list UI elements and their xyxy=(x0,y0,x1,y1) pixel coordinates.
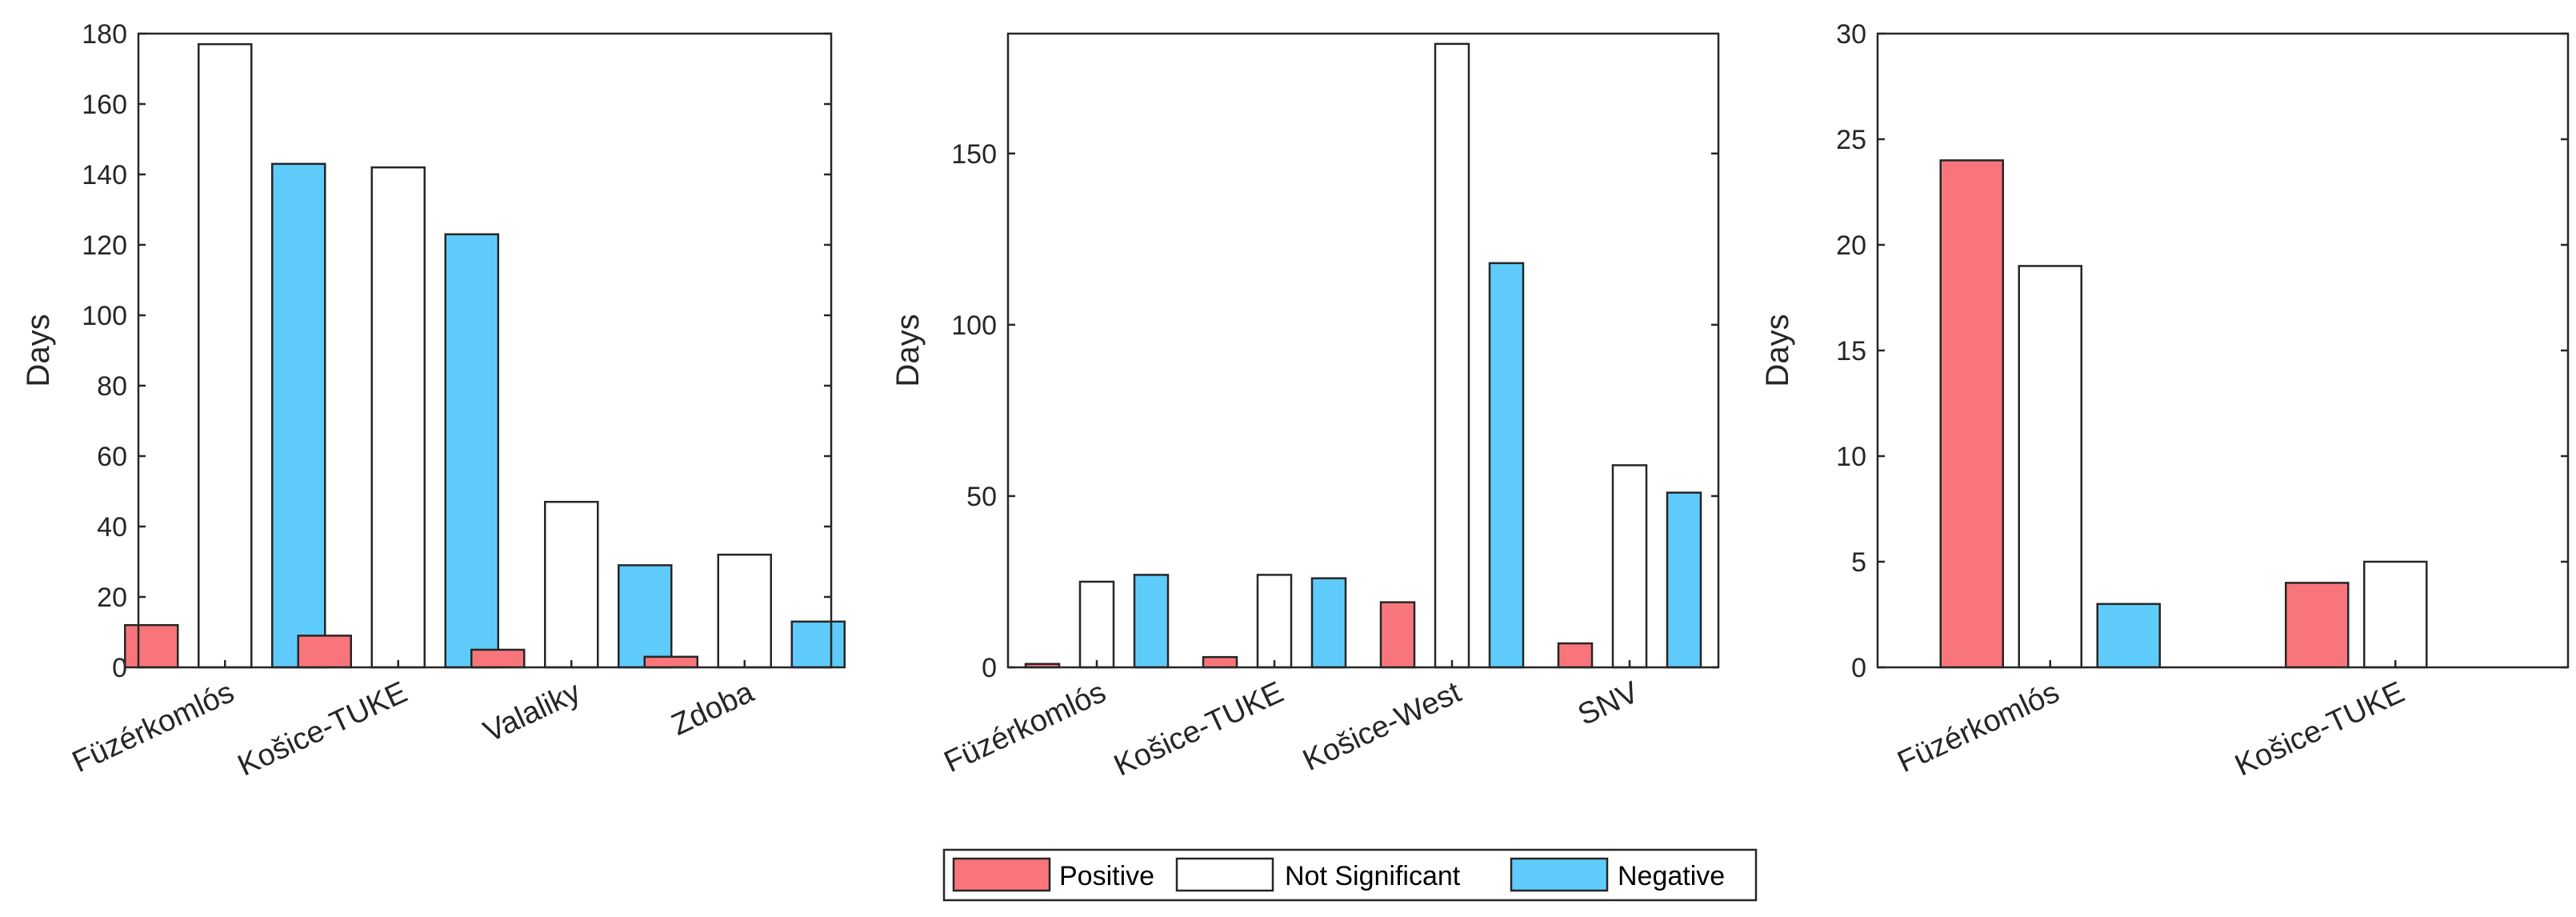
bar-positive-fuzerkomlos xyxy=(1939,159,2004,669)
y-tick-label: 20 xyxy=(1836,230,1866,261)
y-tick-label: 30 xyxy=(1836,19,1866,50)
bar-not-significant-kosice-tuke xyxy=(2363,560,2428,669)
bar-not-significant-kosice-tuke xyxy=(1256,574,1293,669)
bar-negative-zdoba xyxy=(790,620,846,669)
y-axis-label: Days xyxy=(890,314,926,386)
bar-positive-kosice-tuke xyxy=(2285,582,2350,669)
bar-not-significant-fuzerkomlos xyxy=(198,42,253,669)
y-tick-label: 140 xyxy=(82,160,127,190)
bar-positive-snv xyxy=(1557,642,1594,669)
legend-label-positive: Positive xyxy=(1059,861,1154,891)
y-tick-label: 160 xyxy=(82,90,127,120)
bar-negative-fuzerkomlos xyxy=(2096,603,2161,669)
y-tick-label: 100 xyxy=(951,310,997,341)
bar-negative-kosice-tuke xyxy=(1310,577,1347,669)
bar-positive-fuzerkomlos xyxy=(124,623,179,669)
chart-3: Füzérkomlós Košice-TUKE 0 5 10 15 20 25 30 Days xyxy=(1760,19,2570,783)
x-tick-label: Zdoba xyxy=(666,675,759,743)
legend-box xyxy=(942,848,1758,902)
bar-positive-zdoba xyxy=(643,655,698,669)
bar-positive-valaliky xyxy=(470,648,526,669)
bar-positive-kosice-tuke xyxy=(297,635,352,669)
bar-negative-valaliky xyxy=(618,564,673,669)
y-tick-label: 180 xyxy=(82,19,127,50)
y-tick-label: 10 xyxy=(1836,442,1866,472)
y-tick-label: 0 xyxy=(982,653,997,683)
bar-not-significant-fuzerkomlos xyxy=(2018,265,2082,669)
y-tick-label: 0 xyxy=(112,653,127,683)
legend-label-not-significant: Not Significant xyxy=(1285,861,1461,891)
x-tick-label: Füzérkomlós xyxy=(1893,675,2065,779)
bar-positive-kosice-tuke xyxy=(1202,655,1238,669)
x-tick-label: Füzérkomlós xyxy=(939,675,1111,779)
x-tick-label: Košice-West xyxy=(1298,675,1466,778)
y-tick-label: 150 xyxy=(951,139,997,170)
y-tick-label: 120 xyxy=(82,230,127,261)
bar-positive-kosice-west xyxy=(1379,601,1416,669)
bar-negative-kosice-west xyxy=(1488,262,1525,669)
x-tick-label: SNV xyxy=(1573,675,1644,732)
y-tick-label: 25 xyxy=(1836,125,1866,155)
bar-not-significant-kosice-west xyxy=(1434,42,1470,669)
bar-negative-fuzerkomlos xyxy=(271,162,326,669)
bar-not-significant-snv xyxy=(1611,464,1648,669)
legend-swatch-negative xyxy=(1510,857,1609,892)
axes-box xyxy=(137,32,833,669)
y-tick-label: 15 xyxy=(1836,336,1866,366)
y-tick-label: 40 xyxy=(97,512,127,543)
legend-swatch-positive xyxy=(952,857,1051,892)
x-tick-label: Košice-TUKE xyxy=(1109,675,1288,783)
bar-negative-snv xyxy=(1666,491,1702,669)
y-tick-label: 60 xyxy=(97,442,127,472)
x-tick-label: Füzérkomlós xyxy=(67,675,239,779)
y-tick-label: 20 xyxy=(97,583,127,613)
y-tick-label: 0 xyxy=(1851,653,1866,683)
y-tick-label: 100 xyxy=(82,301,127,331)
legend: Positive Not Significant Negative xyxy=(942,848,1758,902)
legend-label-negative: Negative xyxy=(1618,861,1725,891)
bar-not-significant-fuzerkomlos xyxy=(1078,580,1115,669)
y-axis-label: Days xyxy=(21,314,56,386)
y-axis-label: Days xyxy=(1760,314,1795,386)
x-tick-label: Košice-TUKE xyxy=(2230,675,2410,783)
x-tick-label: Košice-TUKE xyxy=(233,675,412,783)
bar-not-significant-zdoba xyxy=(717,553,772,669)
axes-box xyxy=(1006,32,1720,669)
y-tick-label: 5 xyxy=(1851,547,1866,578)
legend-swatch-not-significant xyxy=(1175,857,1274,892)
bar-not-significant-kosice-tuke xyxy=(370,166,426,669)
x-tick-label: Valaliky xyxy=(478,675,586,749)
bar-negative-fuzerkomlos xyxy=(1133,574,1170,669)
y-tick-label: 50 xyxy=(966,482,997,512)
bar-not-significant-valaliky xyxy=(544,500,599,669)
y-tick-label: 80 xyxy=(97,371,127,402)
bar-negative-kosice-tuke xyxy=(444,233,499,669)
